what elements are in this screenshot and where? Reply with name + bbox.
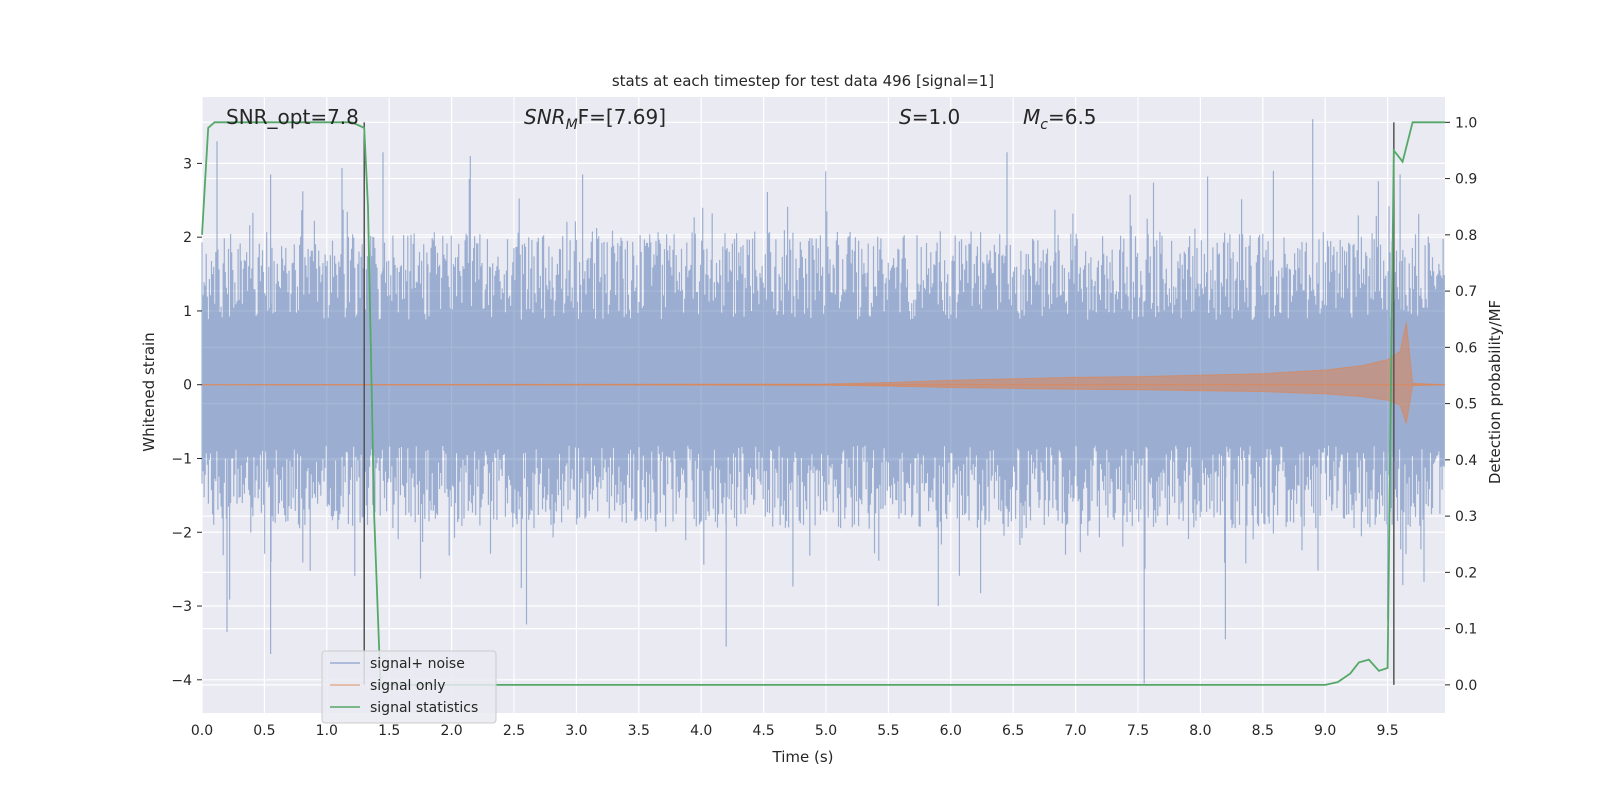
y-axis-right-label: Detection probability/MF	[1486, 300, 1504, 484]
x-axis-ticks: 0.0 0.5 1.0 1.5 2.0 2.5 3.0 3.5 4.0 4.5 5.0 5.5 6.0 6…	[191, 723, 1399, 739]
y-left-tick-label: 3	[183, 156, 192, 172]
legend-label-signal-only: signal only	[370, 678, 445, 694]
y-right-tick-label: 0.4	[1455, 453, 1477, 469]
y-right-tick-label: 0.2	[1455, 565, 1477, 581]
x-tick-label: 5.5	[877, 723, 899, 739]
x-tick-label: 3.0	[565, 723, 587, 739]
y-right-tick-label: 0.7	[1455, 284, 1477, 300]
signal-statistics-line	[201, 121, 1445, 686]
y-left-tick-label: 1	[183, 304, 192, 320]
x-tick-label: 4.0	[690, 723, 712, 739]
y-axis-left-label: Whitened strain	[140, 332, 158, 451]
x-tick-label: 1.0	[316, 723, 338, 739]
y-left-tick-label: 2	[183, 230, 192, 246]
x-tick-label: 6.0	[940, 723, 962, 739]
y-left-tick-label: −3	[171, 599, 192, 615]
signal-only-series	[201, 321, 1446, 424]
x-tick-label: 5.0	[815, 723, 837, 739]
x-tick-label: 7.0	[1064, 723, 1086, 739]
x-tick-label: 4.5	[752, 723, 774, 739]
y-left-tick-label: −2	[171, 525, 192, 541]
y-right-tick-label: 0.3	[1455, 509, 1477, 525]
signal-statistics-series	[201, 121, 1445, 686]
y-axis-right-ticks: 1.0 0.9 0.8 0.7 0.6 0.5 0.4 0.3 0.2 0.1 0.0	[1445, 115, 1477, 694]
annotation-snr-mf: SNRMF=[7.69]	[524, 105, 666, 133]
x-tick-label: 9.0	[1314, 723, 1336, 739]
x-tick-label: 9.5	[1376, 723, 1398, 739]
annotation-mc: Mc=6.5	[1023, 105, 1097, 133]
y-right-tick-label: 0.1	[1455, 622, 1477, 638]
y-right-tick-label: 0.0	[1455, 678, 1477, 694]
y-right-tick-label: 0.8	[1455, 228, 1477, 244]
x-tick-label: 8.0	[1189, 723, 1211, 739]
x-tick-label: 6.5	[1002, 723, 1024, 739]
x-tick-label: 8.5	[1252, 723, 1274, 739]
legend-box	[321, 650, 497, 724]
y-right-tick-label: 0.6	[1455, 340, 1477, 356]
x-axis-label: Time (s)	[772, 748, 834, 766]
y-left-tick-label: 0	[183, 378, 192, 394]
legend-label-signal-noise: signal+ noise	[370, 656, 465, 672]
annotation-snr-opt: SNR_opt=7.8	[226, 105, 359, 129]
x-tick-label: 0.5	[253, 723, 275, 739]
y-left-tick-label: −4	[171, 673, 192, 689]
annotation-s: S=1.0	[899, 105, 960, 129]
y-right-tick-label: 1.0	[1455, 115, 1477, 131]
chart-title: stats at each timestep for test data 496…	[612, 72, 994, 90]
x-tick-label: 2.0	[440, 723, 462, 739]
x-tick-label: 0.0	[191, 723, 213, 739]
x-tick-label: 2.5	[503, 723, 525, 739]
x-tick-label: 1.5	[378, 723, 400, 739]
y-right-tick-label: 0.5	[1455, 397, 1477, 413]
y-axis-left-ticks: 3 2 1 0 −1 −2 −3 −4	[171, 156, 202, 689]
y-right-tick-label: 0.9	[1455, 172, 1477, 188]
legend: signal+ noise signal only signal statist…	[321, 650, 497, 724]
y-left-tick-label: −1	[171, 451, 192, 467]
x-tick-label: 3.5	[628, 723, 650, 739]
x-tick-label: 7.5	[1127, 723, 1149, 739]
legend-label-signal-statistics: signal statistics	[370, 700, 478, 716]
